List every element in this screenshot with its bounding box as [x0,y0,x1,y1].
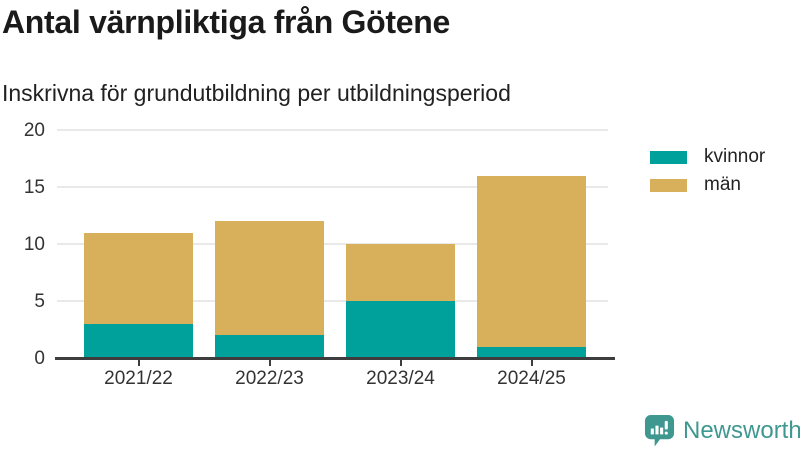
y-tick-label-10: 10 [23,234,45,255]
legend-swatch-man [650,178,687,192]
gridline-15 [57,186,608,188]
legend-label-man: män [704,174,741,195]
bar-2021/22 [84,232,193,358]
gridline-20 [57,129,608,131]
legend-swatch-kvinnor [650,150,687,164]
bar-segment-män-2021/22 [84,232,193,324]
bar-segment-kvinnor-2021/22 [84,323,193,358]
y-tick-label-15: 15 [23,177,45,198]
chart-title: Antal värnpliktiga från Götene [2,4,450,40]
y-tick-label-20: 20 [23,120,45,141]
x-tick-2021/22 [137,360,140,366]
legend-label-kvinnor: kvinnor [704,146,766,167]
legend-item-man: män [650,174,765,195]
bar-chart-speech-bubble-icon [644,414,675,447]
bar-2024/25 [477,175,586,358]
x-tick-2023/24 [399,360,402,366]
bar-segment-män-2022/23 [215,221,324,336]
x-tick-label-2021/22: 2021/22 [104,368,173,389]
gridline-5 [57,300,608,302]
x-tick-2022/23 [268,360,271,366]
x-tick-label-2022/23: 2022/23 [235,368,304,389]
y-tick-label-5: 5 [34,291,45,312]
bar-2023/24 [346,244,455,358]
x-tick-2024/25 [530,360,533,366]
y-tick-label-0: 0 [34,348,45,369]
x-tick-label-2024/25: 2024/25 [497,368,566,389]
bar-segment-män-2023/24 [346,244,455,301]
newsworthy-logo-text: Newsworthy [683,416,800,444]
x-axis-line [55,357,615,360]
bar-segment-kvinnor-2022/23 [215,335,324,358]
plot-area [57,129,612,358]
gridline-10 [57,243,608,245]
bar-segment-kvinnor-2023/24 [346,301,455,358]
newsworthy-logo: Newsworthy [644,414,800,447]
legend-item-kvinnor: kvinnor [650,146,766,167]
legend: kvinnor män [650,146,766,203]
bar-2022/23 [215,221,324,358]
bar-segment-män-2024/25 [477,175,586,347]
bar-segment-kvinnor-2024/25 [477,346,586,358]
x-tick-label-2023/24: 2023/24 [366,368,435,389]
chart-subtitle: Inskrivna för grundutbildning per utbild… [2,80,511,106]
